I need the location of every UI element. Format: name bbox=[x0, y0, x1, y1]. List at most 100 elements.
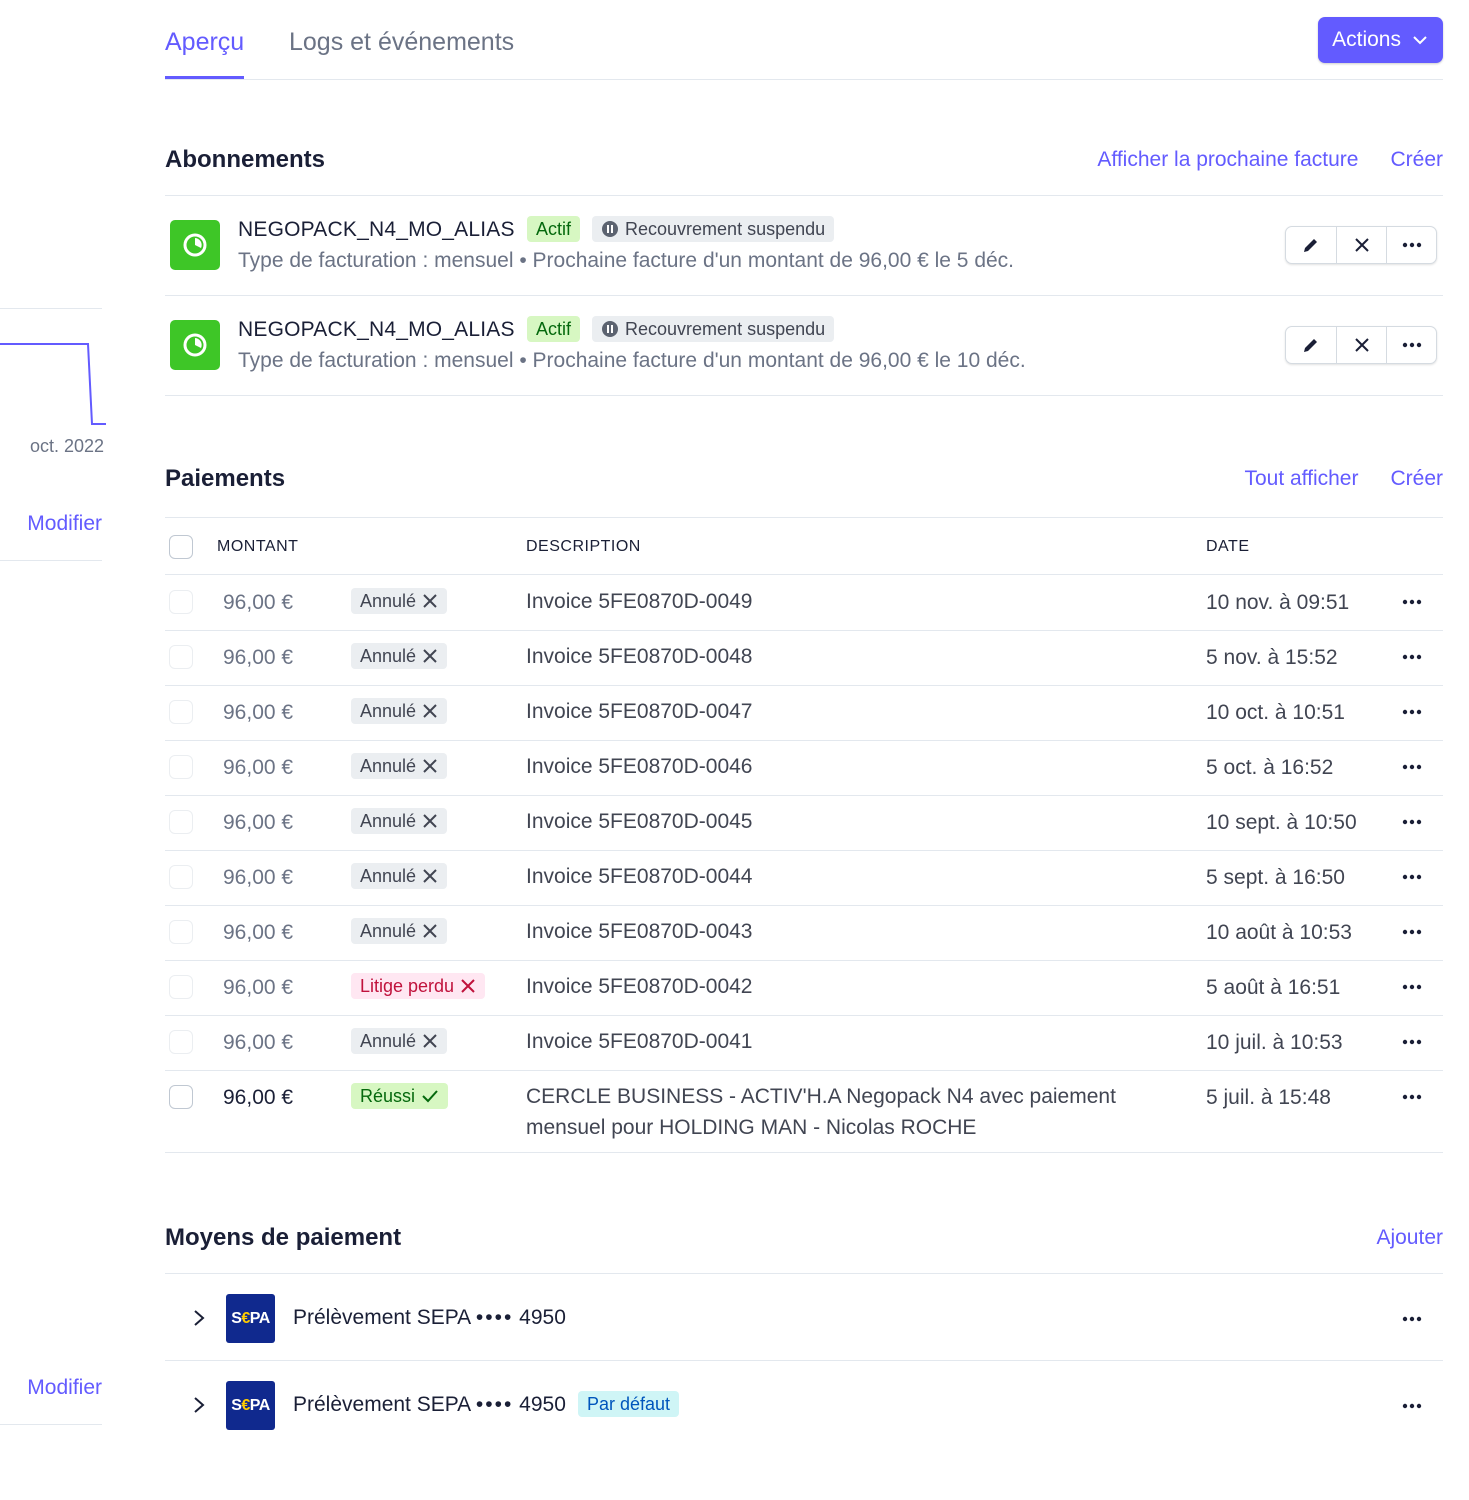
modify-link[interactable]: Modifier bbox=[27, 512, 102, 535]
subscription-name: NEGOPACK_N4_MO_ALIAS bbox=[238, 318, 515, 341]
more-horizontal-icon[interactable] bbox=[1401, 872, 1423, 882]
table-row[interactable]: 96,00 € Annulé Invoice 5FE0870D-0049 10 … bbox=[165, 575, 1443, 630]
payment-methods-title: Moyens de paiement bbox=[165, 1224, 402, 1251]
more-horizontal-icon[interactable] bbox=[1401, 1092, 1423, 1102]
payment-status: Annulé bbox=[351, 863, 448, 889]
divider bbox=[165, 395, 1443, 396]
payment-description: Invoice 5FE0870D-0047 bbox=[526, 700, 753, 723]
subscription-row[interactable]: NEGOPACK_N4_MO_ALIAS Actif Recouvrement … bbox=[165, 196, 1443, 296]
collection-paused-badge: Recouvrement suspendu bbox=[592, 316, 835, 342]
table-row[interactable]: 96,00 € Annulé Invoice 5FE0870D-0047 10 … bbox=[165, 685, 1443, 740]
row-checkbox[interactable] bbox=[169, 975, 193, 999]
payment-method-row[interactable]: S € PA Prélèvement SEPA •••• 4950 bbox=[165, 1274, 1443, 1362]
more-button[interactable] bbox=[1386, 227, 1436, 263]
divider bbox=[165, 905, 1443, 906]
payment-method-row[interactable]: S € PA Prélèvement SEPA •••• 4950 Par défa… bbox=[165, 1361, 1443, 1449]
more-button[interactable] bbox=[1386, 327, 1436, 363]
table-row[interactable]: 96,00 € Annulé Invoice 5FE0870D-0045 10 … bbox=[165, 795, 1443, 850]
more-horizontal-icon[interactable] bbox=[1401, 927, 1423, 937]
table-row[interactable]: 96,00 € Annulé Invoice 5FE0870D-0046 5 o… bbox=[165, 740, 1443, 795]
table-row[interactable]: 96,00 € Litige perdu Invoice 5FE0870D-00… bbox=[165, 960, 1443, 1015]
add-payment-method-link[interactable]: Ajouter bbox=[1376, 1226, 1443, 1249]
tab-bar: Aperçu Logs et événements Actions bbox=[165, 0, 1443, 80]
actions-button[interactable]: Actions bbox=[1318, 17, 1443, 63]
payment-amount: 96,00 € bbox=[223, 1086, 294, 1109]
more-horizontal-icon[interactable] bbox=[1401, 1314, 1423, 1324]
left-panel: oct. 2022 Modifier Modifier bbox=[0, 0, 106, 1500]
status-label: Réussi bbox=[360, 1086, 416, 1106]
divider bbox=[165, 1015, 1443, 1016]
payment-date: 10 nov. à 09:51 bbox=[1206, 591, 1350, 614]
preview-invoice-link[interactable]: Afficher la prochaine facture bbox=[1097, 148, 1359, 171]
payment-status: Annulé bbox=[351, 698, 448, 724]
create-subscription-link[interactable]: Créer bbox=[1390, 148, 1443, 171]
row-checkbox[interactable] bbox=[169, 755, 193, 779]
payment-amount: 96,00 € bbox=[223, 756, 294, 779]
tab-logs-events[interactable]: Logs et événements bbox=[289, 28, 515, 56]
status-label: Annulé bbox=[360, 1031, 417, 1051]
divider bbox=[165, 295, 1443, 296]
payment-status: Réussi bbox=[351, 1083, 449, 1109]
payment-description: Invoice 5FE0870D-0048 bbox=[526, 645, 753, 668]
collection-paused-label: Recouvrement suspendu bbox=[625, 319, 826, 339]
close-icon bbox=[461, 979, 475, 993]
row-checkbox[interactable] bbox=[169, 700, 193, 724]
collection-paused-label: Recouvrement suspendu bbox=[625, 219, 826, 239]
pencil-icon bbox=[1304, 339, 1317, 352]
payment-status: Annulé bbox=[351, 588, 448, 614]
pause-icon bbox=[602, 321, 619, 337]
divider bbox=[165, 195, 1443, 196]
status-badge: Actif bbox=[527, 316, 581, 342]
chevron-right-icon[interactable] bbox=[191, 1308, 207, 1328]
row-checkbox[interactable] bbox=[169, 1030, 193, 1054]
more-horizontal-icon[interactable] bbox=[1401, 1401, 1423, 1411]
payments-title: Paiements bbox=[165, 465, 286, 492]
row-checkbox[interactable] bbox=[169, 1085, 193, 1109]
more-horizontal-icon[interactable] bbox=[1401, 982, 1423, 992]
table-row[interactable]: 96,00 € Annulé Invoice 5FE0870D-0041 10 … bbox=[165, 1015, 1443, 1070]
payment-description: Invoice 5FE0870D-0044 bbox=[526, 865, 753, 888]
volume-chart-line bbox=[0, 343, 106, 425]
divider bbox=[165, 740, 1443, 741]
chevron-right-icon[interactable] bbox=[191, 1395, 207, 1415]
more-horizontal-icon[interactable] bbox=[1401, 817, 1423, 827]
edit-button[interactable] bbox=[1286, 227, 1336, 263]
divider bbox=[165, 1273, 1443, 1274]
payment-amount: 96,00 € bbox=[223, 866, 294, 889]
table-row[interactable]: 96,00 € Annulé Invoice 5FE0870D-0043 10 … bbox=[165, 905, 1443, 960]
payment-amount: 96,00 € bbox=[223, 1031, 294, 1054]
close-icon bbox=[1354, 338, 1369, 352]
row-checkbox[interactable] bbox=[169, 590, 193, 614]
edit-button[interactable] bbox=[1286, 327, 1336, 363]
close-icon bbox=[423, 594, 437, 608]
table-row[interactable]: 96,00 € Annulé Invoice 5FE0870D-0044 5 s… bbox=[165, 850, 1443, 905]
tab-overview[interactable]: Aperçu bbox=[165, 28, 245, 79]
select-all-checkbox[interactable] bbox=[169, 535, 193, 559]
subscription-clock-icon bbox=[170, 220, 220, 270]
row-checkbox[interactable] bbox=[169, 920, 193, 944]
table-row[interactable]: 96,00 € Annulé Invoice 5FE0870D-0048 5 n… bbox=[165, 630, 1443, 685]
more-horizontal-icon[interactable] bbox=[1401, 762, 1423, 772]
view-all-payments-link[interactable]: Tout afficher bbox=[1244, 467, 1359, 490]
more-horizontal-icon bbox=[1402, 342, 1421, 348]
column-header-amount: MONTANT bbox=[217, 538, 299, 555]
row-checkbox[interactable] bbox=[169, 645, 193, 669]
more-horizontal-icon[interactable] bbox=[1401, 652, 1423, 662]
status-label: Annulé bbox=[360, 866, 417, 886]
row-checkbox[interactable] bbox=[169, 810, 193, 834]
row-checkbox[interactable] bbox=[169, 865, 193, 889]
default-badge: Par défaut bbox=[578, 1391, 680, 1417]
payment-status: Annulé bbox=[351, 643, 448, 669]
cancel-button[interactable] bbox=[1336, 227, 1386, 263]
more-horizontal-icon[interactable] bbox=[1401, 707, 1423, 717]
divider bbox=[165, 795, 1443, 796]
more-horizontal-icon[interactable] bbox=[1401, 1037, 1423, 1047]
more-horizontal-icon[interactable] bbox=[1401, 597, 1423, 607]
subscription-row[interactable]: NEGOPACK_N4_MO_ALIAS Actif Recouvrement … bbox=[165, 296, 1443, 396]
table-row[interactable]: 96,00 € Réussi CERCLE BUSINESS - ACTIV'H… bbox=[165, 1070, 1443, 1152]
payment-status: Annulé bbox=[351, 808, 448, 834]
modify-link[interactable]: Modifier bbox=[27, 1376, 102, 1399]
cancel-button[interactable] bbox=[1336, 327, 1386, 363]
status-badge: Annulé bbox=[351, 1028, 448, 1054]
create-payment-link[interactable]: Créer bbox=[1390, 467, 1443, 490]
